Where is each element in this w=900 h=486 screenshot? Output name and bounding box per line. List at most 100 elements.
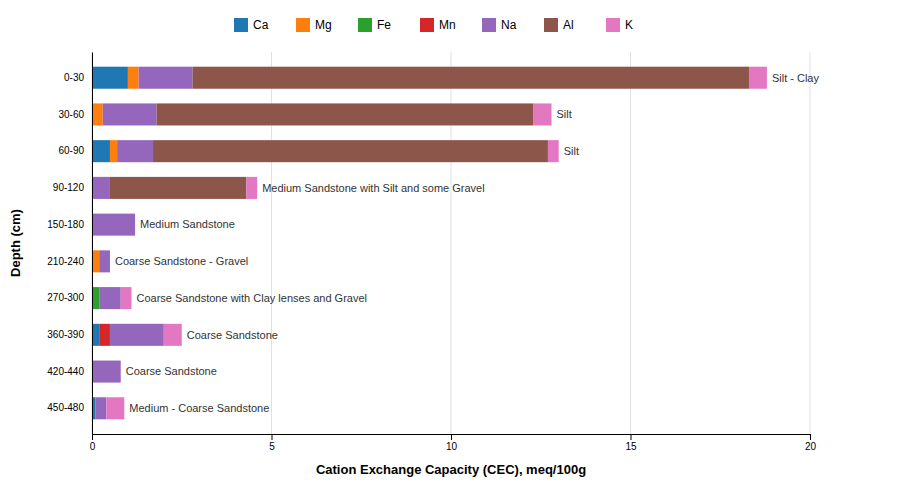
bar-segment	[120, 361, 121, 383]
bar-segment	[92, 250, 99, 272]
annotation: Medium - Coarse Sandstone	[129, 402, 269, 414]
legend-swatch	[358, 18, 372, 32]
tick: 210-240	[47, 256, 84, 267]
tick: 450-480	[47, 402, 84, 413]
tick-label: 0	[90, 441, 96, 452]
bar-segment	[99, 324, 110, 346]
bar-segment	[135, 214, 136, 236]
legend-label: K	[625, 18, 633, 32]
bar-segment	[92, 140, 110, 162]
bar-segment	[92, 324, 99, 346]
legend-item: Fe	[358, 18, 391, 32]
tick: 60-90	[58, 145, 84, 156]
bar-segment	[139, 67, 193, 89]
annotation: Coarse Sandstone	[126, 365, 217, 377]
bar-segment	[92, 214, 135, 236]
legend-swatch	[482, 18, 496, 32]
tick-label: 360-390	[47, 329, 84, 340]
bar-segment	[128, 67, 139, 89]
annotation: Coarse Sandstone - Gravel	[115, 255, 248, 267]
tick: 90-120	[53, 182, 85, 193]
bar-segment	[92, 361, 121, 383]
tick-label: 90-120	[53, 182, 85, 193]
tick-label: 0-30	[64, 72, 84, 83]
bar-segment	[135, 214, 136, 236]
annotation: Silt	[557, 108, 572, 120]
bar-segment	[106, 397, 124, 419]
legend: Ca Mg Fe Mn Na Al K	[234, 18, 633, 32]
tick: 20	[805, 434, 817, 452]
legend-label: Na	[501, 18, 517, 32]
bar-segment	[110, 140, 117, 162]
legend-swatch	[544, 18, 558, 32]
annotation: Silt - Clay	[772, 72, 820, 84]
tick: 0	[90, 434, 96, 452]
bar-segment	[157, 103, 534, 125]
axis-line	[93, 435, 811, 441]
x-axis-title: Cation Exchange Capacity (CEC), meq/100g	[316, 462, 586, 477]
grid	[92, 52, 810, 434]
grid-line	[92, 52, 93, 434]
tick-label: 270-300	[47, 292, 84, 303]
tick-mark	[451, 434, 452, 440]
tick-label: 150-180	[47, 219, 84, 230]
tick-mark	[92, 434, 93, 440]
annotation: Coarse Sandstone with Clay lenses and Gr…	[136, 292, 367, 304]
x-axis: 0 5 10 15 20	[90, 434, 817, 452]
axis-line	[92, 53, 93, 435]
tick-label: 15	[625, 441, 637, 452]
bar-segment	[99, 287, 121, 309]
tick-label: 60-90	[58, 145, 84, 156]
tick-mark	[810, 434, 811, 440]
legend-item: Ca	[234, 18, 269, 32]
legend-label: Al	[563, 18, 574, 32]
series	[92, 287, 99, 309]
tick-label: 30-60	[58, 109, 84, 120]
tick: 420-440	[47, 366, 84, 377]
tick: 0-30	[64, 72, 84, 83]
tick-label: 20	[805, 441, 817, 452]
tick-label: 10	[446, 441, 458, 452]
tick-label: 450-480	[47, 402, 84, 413]
legend-item: Al	[544, 18, 574, 32]
annotations: Silt - Clay Silt Silt Medium Sandstone with…	[115, 72, 820, 415]
series	[106, 67, 767, 420]
bar-segment	[110, 177, 246, 199]
tick-label: 420-440	[47, 366, 84, 377]
tick-mark	[272, 434, 273, 440]
tick-label: 210-240	[47, 256, 84, 267]
annotation: Medium Sandstone with Silt and some Grav…	[262, 182, 485, 194]
bar-segment	[92, 177, 110, 199]
annotation: Coarse Sandstone	[187, 329, 278, 341]
legend-item: K	[606, 18, 633, 32]
annotation: Silt	[564, 145, 579, 157]
bar-segment	[96, 397, 107, 419]
legend-label: Fe	[377, 18, 391, 32]
bar-segment	[110, 324, 164, 346]
bar-segment	[117, 140, 153, 162]
bar-segment	[92, 103, 103, 125]
tick-label: 5	[269, 441, 275, 452]
bar-segment	[103, 103, 157, 125]
bars	[92, 67, 767, 420]
bar-segment	[109, 250, 110, 272]
chart: Silt - Clay Silt Silt Medium Sandstone with…	[0, 0, 900, 486]
series	[92, 67, 139, 273]
bar-segment	[92, 67, 128, 89]
legend-item: Mn	[420, 18, 456, 32]
legend-label: Mg	[315, 18, 332, 32]
legend-item: Mg	[296, 18, 332, 32]
tick: 360-390	[47, 329, 84, 340]
bar-segment	[193, 67, 749, 89]
tick: 10	[446, 434, 458, 452]
bar-segment	[99, 250, 110, 272]
annotation: Medium Sandstone	[140, 218, 235, 230]
bar-segment	[164, 324, 182, 346]
tick: 150-180	[47, 219, 84, 230]
legend-item: Na	[482, 18, 517, 32]
tick: 5	[269, 434, 275, 452]
tick-mark	[631, 434, 632, 440]
y-axis: 0-30 30-60 60-90 90-120 150-180 210-240 270-30…	[47, 53, 92, 435]
tick: 30-60	[58, 109, 84, 120]
legend-label: Mn	[439, 18, 456, 32]
